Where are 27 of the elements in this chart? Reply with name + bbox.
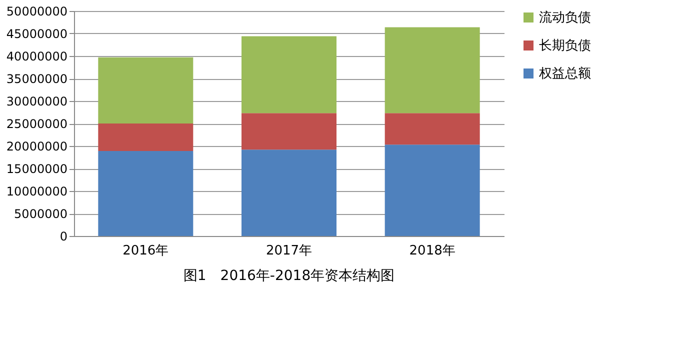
bar [98,150,194,236]
legend-label: 长期负债 [539,38,591,54]
caption: 图1 2016年-2018年资本结构图 [183,268,395,284]
bar [98,57,194,124]
bar [384,144,480,236]
legend-label: 权益总额 [538,66,591,82]
y-tick-label: 5000000 [14,207,68,221]
bar [384,27,480,114]
bar [384,113,480,145]
y-tick-label: 45000000 [6,27,68,41]
y-tick-label: 35000000 [6,72,68,86]
y-tick-label: 25000000 [6,117,68,131]
x-tick-label: 2016年 [122,244,169,258]
y-tick-label: 40000000 [6,50,68,64]
y-tick-label: 50000000 [6,4,68,18]
bar [242,150,336,236]
x-tick-label: 2017年 [266,244,312,258]
bar [242,113,336,150]
y-tick-label: 30000000 [6,94,68,108]
legend-label: 流动负债 [539,10,591,26]
y-tick-label: 10000000 [6,184,68,198]
y-tick-label: 0 [60,230,68,244]
bar [98,124,194,151]
y-tick-label: 15000000 [6,162,68,176]
x-tick-label: 2018年 [409,244,456,258]
bar [242,36,336,114]
y-tick-label: 20000000 [6,140,68,154]
